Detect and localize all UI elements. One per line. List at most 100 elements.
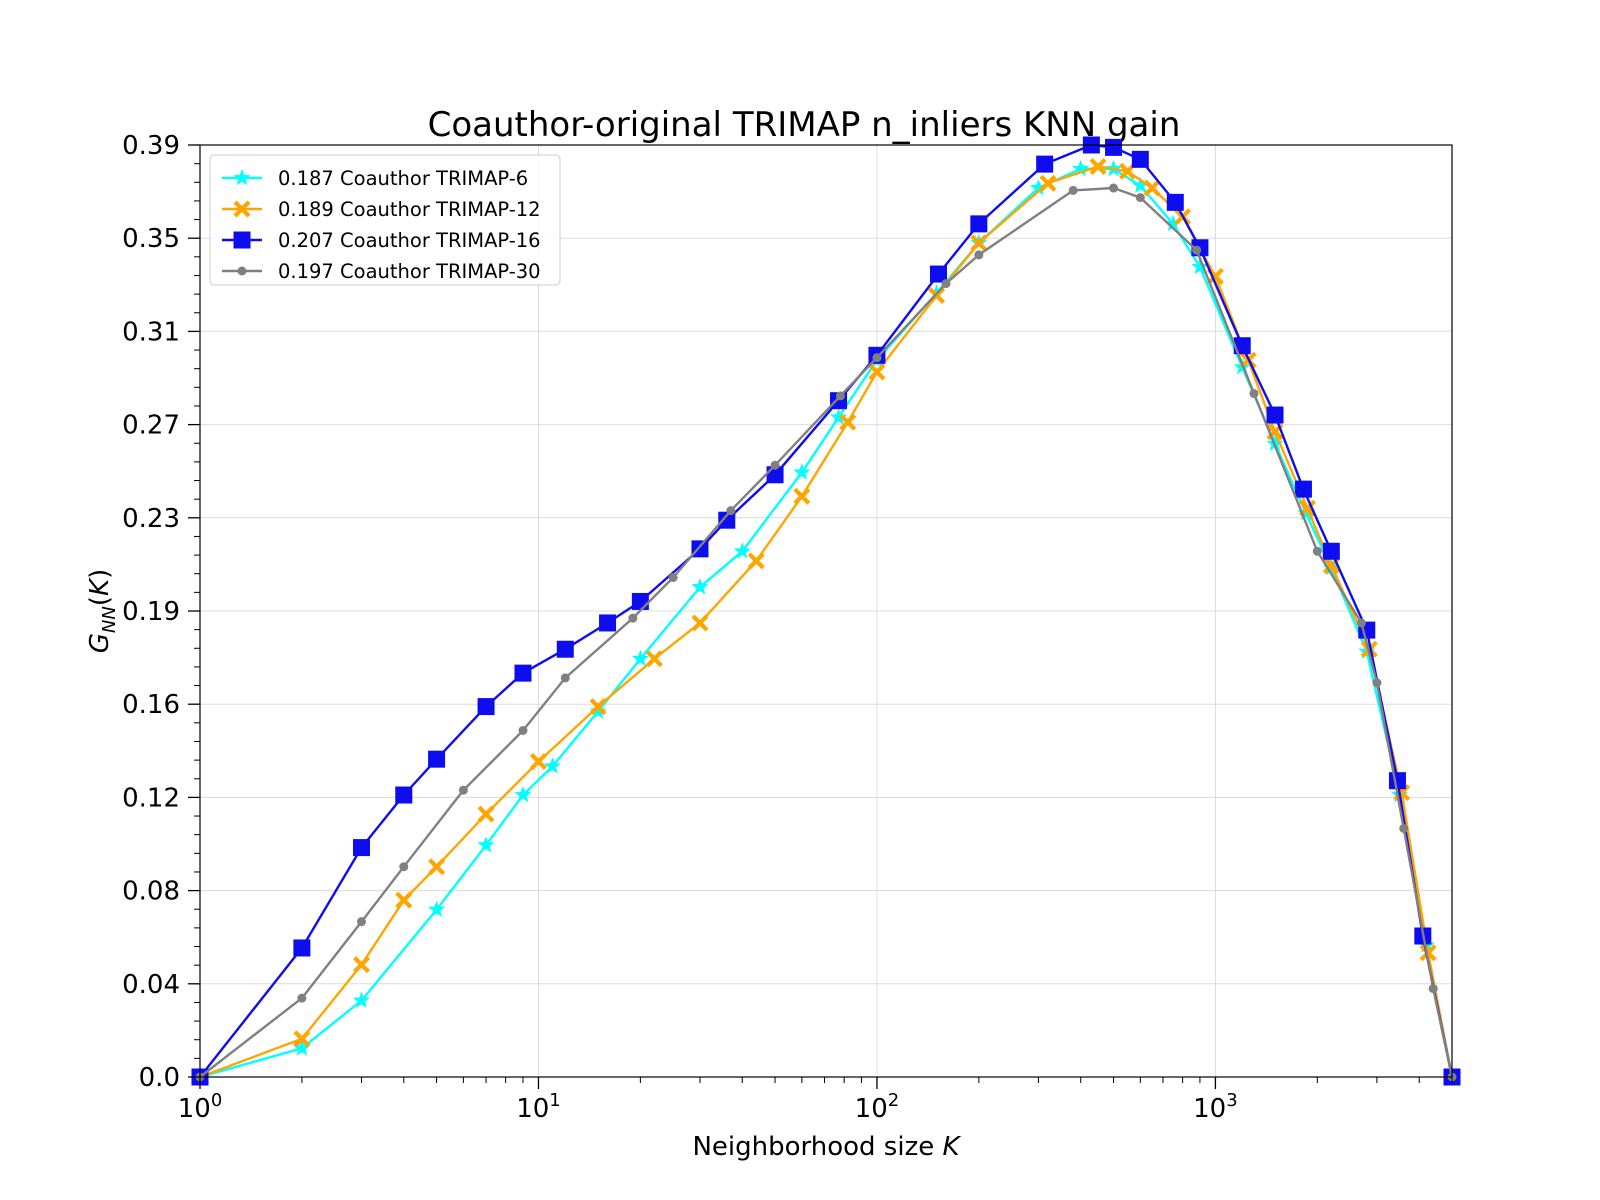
x-tick-label: 103 [1193,1090,1238,1124]
legend-label: 0.189 Coauthor TRIMAP-12 [278,198,541,221]
data-point [839,413,857,431]
x-tick-exponent: 3 [1226,1090,1237,1111]
data-point [691,578,709,595]
y-tick-label: 0.16 [122,690,180,720]
data-point [477,698,495,716]
series-2 [191,158,1461,1086]
y-tick-label: 0.08 [122,877,180,907]
x-tick-base: 10 [1193,1094,1226,1124]
data-point [428,858,446,876]
y-tick-label: 0.04 [122,970,180,1000]
x-tick-base: 10 [178,1094,211,1124]
y-tick-label: 0.35 [122,224,180,254]
ylabel-paren-close: ) [85,569,115,579]
data-point [941,279,951,289]
data-point [747,552,765,570]
x-axis-title-text: Neighborhood size [692,1132,942,1162]
legend-marker [237,266,247,276]
chart-title: Coauthor-original TRIMAP n_inliers KNN g… [428,105,1181,145]
legend-entry: 0.207 Coauthor TRIMAP-16 [222,229,541,252]
legend-entry: 0.197 Coauthor TRIMAP-30 [222,260,541,283]
ticks-layer: 0.0 0.04 0.08 0.12 0.16 0.19 0.23 0.27 0.31 0.35 0… [122,131,1453,1124]
data-point [726,506,736,516]
series-3 [191,136,1461,1086]
data-point [477,805,495,823]
data-point [589,698,607,716]
legend-label: 0.187 Coauthor TRIMAP-6 [278,167,528,190]
data-point [352,991,371,1008]
data-point [1294,480,1312,498]
y-tick-label: 0.19 [122,597,180,627]
ylabel-arg: K [85,577,115,596]
data-point [974,250,984,260]
data-point [793,487,811,505]
data-point [1249,389,1259,399]
y-tick-label: 0.31 [122,317,180,347]
data-point [1164,214,1182,232]
data-point [356,917,366,927]
data-point [1388,772,1406,790]
legend-box [209,154,561,286]
data-point [399,862,409,872]
series-layer [191,136,1461,1086]
data-point [518,725,528,735]
data-point [599,614,617,632]
data-point [793,463,811,480]
data-point [529,753,547,771]
data-point [1399,823,1409,833]
data-point [645,650,663,668]
data-point [428,750,446,768]
data-point [514,786,532,803]
x-axis-title: Neighborhood size K [692,1132,961,1162]
data-point [1191,257,1209,275]
data-point [1322,542,1340,560]
data-point [477,836,495,853]
y-tick-label: 0.12 [122,783,180,813]
data-point [1036,155,1054,173]
y-tick-label: 0.27 [122,411,180,441]
x-tick-exponent: 1 [549,1090,560,1111]
data-point [556,640,574,658]
data-point [1428,984,1438,994]
data-point [514,664,532,682]
data-point [691,614,709,632]
y-axis-title: GNN(K) [85,569,120,653]
data-point [458,785,468,795]
data-point [770,460,780,470]
x-tick-label: 102 [855,1090,900,1124]
data-point [1356,618,1366,628]
data-point [733,542,751,559]
data-point [1119,162,1137,180]
data-point [352,956,370,974]
legend: 0.187 Coauthor TRIMAP-6 0.189 Coauthor TR… [209,154,561,286]
series-line [199,186,1454,1078]
data-point [1166,193,1184,211]
legend-label: 0.207 Coauthor TRIMAP-16 [278,229,541,252]
data-point [1419,944,1437,962]
x-tick-base: 10 [855,1094,888,1124]
data-point [395,891,413,909]
data-point [1109,183,1119,193]
data-point [352,839,370,857]
data-point [428,900,446,917]
series-1 [191,159,1461,1085]
data-point [868,363,886,381]
data-point [1143,179,1161,197]
data-point [835,391,845,401]
data-point [628,613,638,623]
ylabel-symbol: G [85,633,115,653]
x-tick-label: 101 [516,1090,561,1124]
data-point [395,786,413,804]
legend-label: 0.197 Coauthor TRIMAP-30 [278,260,541,283]
x-tick-base: 10 [516,1094,549,1124]
data-point [1072,159,1090,177]
data-point [1039,174,1057,192]
data-point [668,573,678,583]
data-point [297,993,307,1003]
series-line [199,167,1454,1079]
series-line [199,165,1454,1079]
data-point [1089,158,1107,176]
data-point [970,234,988,252]
x-tick-exponent: 2 [888,1090,899,1111]
